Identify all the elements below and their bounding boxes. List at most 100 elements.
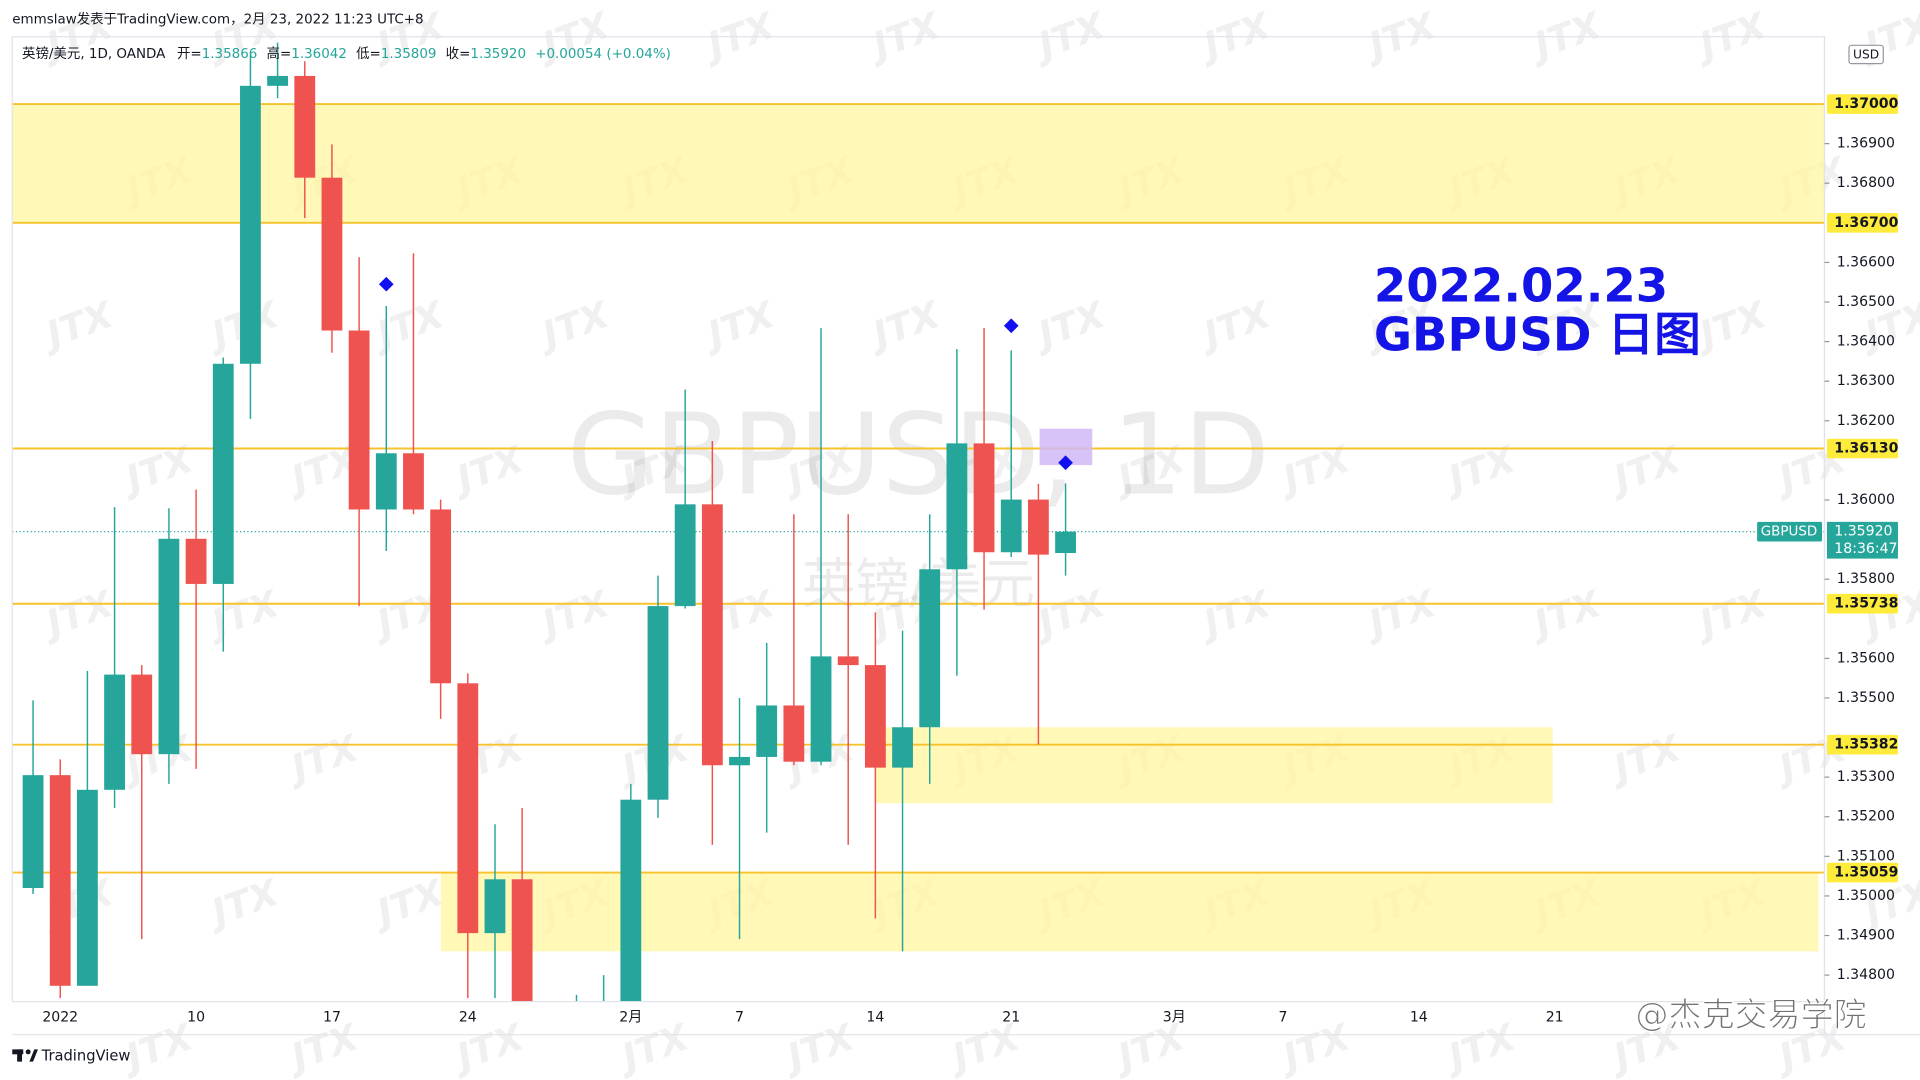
- candle-body: [946, 443, 968, 570]
- annotation-date: 2022.02.23: [1374, 258, 1668, 312]
- candle-body: [348, 330, 370, 510]
- level-label-box: [1826, 593, 1898, 614]
- axes: 1.34800 1.34900 1.35000 1.35100 1.35200 1.353…: [42, 94, 1899, 1026]
- y-tick-label: 1.35100: [1837, 848, 1895, 864]
- legend: 英镑/美元, 1D, OANDA 开=1.35866 高=1.36042 低=1…: [22, 45, 671, 62]
- candle-body: [267, 75, 289, 86]
- candle-body: [185, 538, 207, 584]
- level-label: 1.35382: [1834, 737, 1898, 753]
- zone: [440, 871, 1819, 952]
- candle-body: [919, 569, 941, 728]
- x-tick-label: 14: [1410, 1010, 1428, 1026]
- level-label-box: [1826, 94, 1898, 114]
- candle-body: [212, 363, 234, 584]
- candle-body: [321, 177, 343, 331]
- currency-badge: [1848, 44, 1884, 65]
- level-label-box: [1826, 734, 1898, 755]
- candle-body: [22, 775, 44, 888]
- level-label-box: [1826, 862, 1898, 883]
- candle-body: [892, 727, 913, 768]
- x-tick-label: 7: [735, 1010, 744, 1026]
- candle-body: [131, 674, 153, 755]
- y-tick-label: 1.35300: [1837, 769, 1895, 785]
- candle-body: [729, 756, 750, 766]
- legend-close: 1.35920: [470, 47, 526, 62]
- legend-change: +0.00054 (+0.04%): [535, 47, 671, 62]
- y-tick-label: 1.35200: [1837, 809, 1895, 825]
- plot-area: [12, 42, 1825, 1002]
- legend-open: 1.35866: [202, 47, 258, 62]
- x-tick-label: 7: [1278, 1010, 1287, 1026]
- x-tick-label: 2022: [42, 1010, 78, 1026]
- x-tick-label: 21: [1002, 1010, 1020, 1026]
- y-tick-label: 1.36400: [1837, 334, 1895, 350]
- legend-low-label: 低=: [356, 46, 381, 62]
- candle-body: [701, 504, 723, 766]
- candle-body: [1055, 531, 1076, 554]
- y-tick-label: 1.35000: [1837, 888, 1895, 904]
- candle-body: [294, 75, 316, 178]
- y-tick-label: 1.34800: [1837, 967, 1895, 983]
- level-label-box: [1826, 438, 1898, 459]
- x-tick-label: 24: [459, 1010, 477, 1026]
- candle-body: [1027, 499, 1049, 555]
- legend-high: 1.36042: [291, 47, 347, 62]
- x-tick-label: 21: [1546, 1010, 1564, 1026]
- zone: [12, 104, 1825, 223]
- y-tick-label: 1.36900: [1837, 136, 1895, 152]
- candle-body: [864, 665, 886, 768]
- legend-symbol: 英镑/美元, 1D, OANDA: [22, 45, 166, 62]
- y-tick-label: 1.36200: [1837, 413, 1895, 429]
- candle-body: [674, 504, 696, 607]
- last-price-label: 1.35920: [1834, 524, 1892, 540]
- x-tick-label: 14: [866, 1010, 884, 1026]
- brand: TradingView: [41, 1048, 131, 1065]
- countdown: 18:36:47: [1834, 541, 1897, 557]
- y-tick-label: 1.36600: [1837, 254, 1895, 270]
- level-label: 1.35059: [1834, 865, 1898, 881]
- y-tick-label: 1.36500: [1837, 294, 1895, 310]
- level-label: 1.35738: [1834, 596, 1898, 612]
- level-label: 1.36700: [1834, 215, 1898, 231]
- x-tick-label: 10: [187, 1010, 205, 1026]
- y-tick-label: 1.36800: [1837, 175, 1895, 191]
- candle-body: [647, 606, 669, 800]
- candle-body: [973, 443, 995, 553]
- x-tick-label: 3月: [1163, 1010, 1186, 1026]
- candle-body: [76, 789, 98, 986]
- name-watermark: 英镑/美元: [802, 552, 1036, 615]
- candle-body: [1000, 499, 1022, 553]
- x-tick-label: 2月: [619, 1010, 642, 1026]
- legend-close-label: 收=: [446, 46, 471, 62]
- candle-body: [810, 656, 832, 762]
- candle-body: [430, 509, 452, 684]
- candle-body: [837, 656, 859, 666]
- symbol-tag-box: [1757, 521, 1823, 542]
- zone: [875, 727, 1553, 804]
- y-tick-label: 1.35500: [1837, 690, 1895, 706]
- candle-body: [783, 705, 805, 762]
- y-tick-label: 1.36000: [1837, 492, 1895, 508]
- annotation-title: GBPUSD 日图: [1374, 307, 1701, 361]
- marker: [1058, 455, 1073, 471]
- candle-body: [457, 683, 479, 934]
- y-tick-label: 1.35800: [1837, 571, 1895, 587]
- candle-body: [240, 85, 261, 364]
- level-label: 1.37000: [1834, 96, 1898, 112]
- candle-body: [756, 705, 778, 757]
- y-tick-label: 1.36300: [1837, 373, 1895, 389]
- legend-low: 1.35809: [381, 47, 437, 62]
- level-label-box: [1826, 213, 1898, 233]
- x-tick-label: 17: [323, 1010, 341, 1026]
- candle-body: [511, 879, 533, 1002]
- tv-logo: [12, 1049, 38, 1062]
- candle-body: [620, 799, 642, 1002]
- legend-high-label: 高=: [267, 45, 292, 62]
- header: emmslaw发表于TradingView.com，2月 23, 2022 11…: [12, 12, 423, 28]
- candle-body: [403, 453, 424, 510]
- signature: @杰克交易学院: [1635, 995, 1866, 1034]
- candle-body: [49, 775, 71, 986]
- symbol-watermark: GBPUSD, 1D: [567, 389, 1270, 521]
